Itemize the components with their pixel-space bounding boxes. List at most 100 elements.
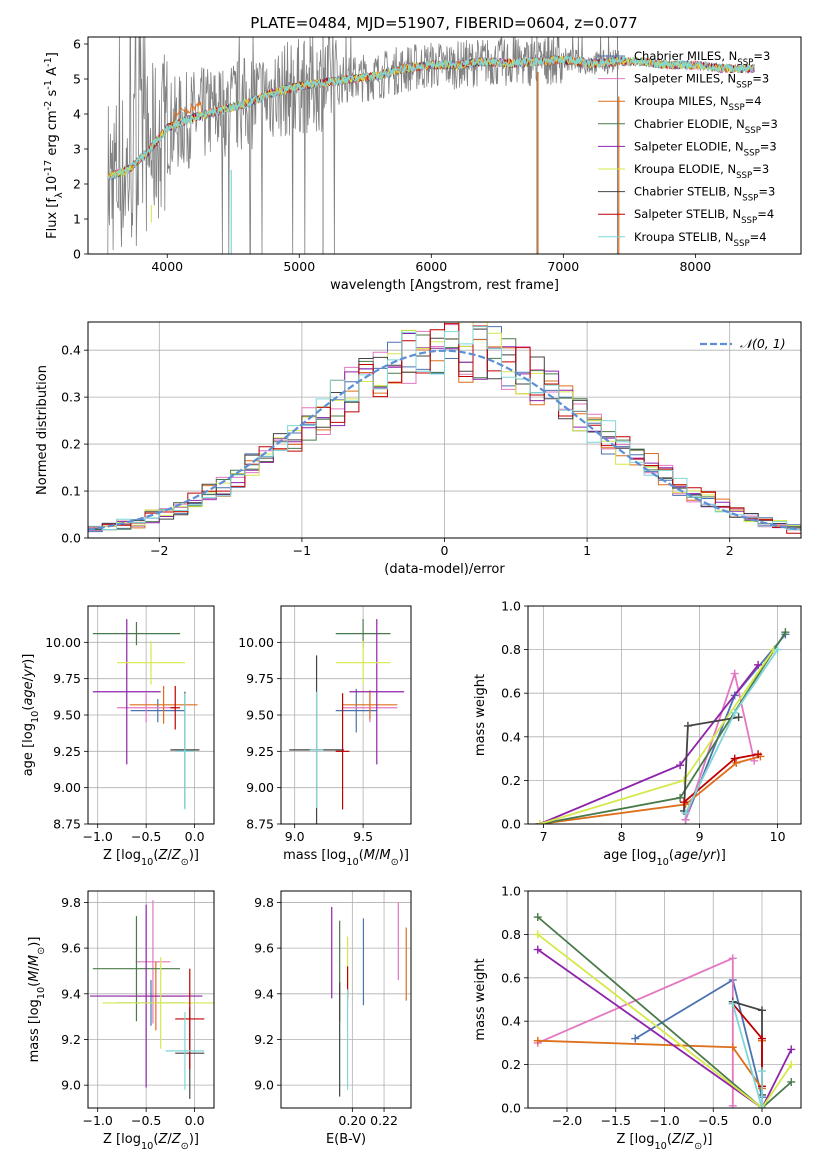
weight-marker [758,1067,766,1076]
x-tick-label: 8 [618,829,626,844]
weight-marker [676,793,685,802]
panel-age-vs-metallicity: −1.0 −0.5 0.0 8.75 9.00 9.25 9.50 9.75 10.00 Z [l… [21,605,215,868]
y-axis-label: Normed distribution [35,365,50,495]
y-tick-label: 9.6 [61,941,81,956]
y-tick-label: 0.0 [61,531,81,546]
plot-area [92,619,200,810]
y-tick-label: 9.4 [61,986,81,1001]
histogram-4 [88,333,801,531]
y-tick-label: 10.00 [238,635,274,650]
y-tick-label: 1.0 [501,599,521,614]
weight-marker [730,754,739,763]
y-tick-label: 0.8 [501,927,521,942]
plot-area [289,619,405,824]
legend-label: Chabrier MILES, NSSP=3 [634,49,770,68]
legend-label: 𝒩(0, 1) [740,336,786,351]
y-tick-label: 0.0 [501,817,521,832]
panel-mass-vs-ebv: 0.20 0.22 9.0 9.2 9.4 9.6 9.8 E(B-V) [254,890,412,1147]
y-tick-label: 0.0 [501,1101,521,1116]
x-tick-label: −0.5 [698,1113,728,1128]
y-tick-label: 0.3 [61,390,81,405]
legend-label: Kroupa MILES, NSSP=4 [634,94,762,113]
panel-histogram: −2 −1 0 1 2 0.0 0.1 0.2 0.3 0.4 (data-model)/error… [35,321,802,577]
weight-marker [787,1045,796,1054]
x-tick-label: 2 [726,543,734,558]
x-tick-label: −1.0 [649,1113,679,1128]
weight-marker [680,798,688,807]
weight-marker [728,954,737,963]
legend-label: Salpeter STELIB, NSSP=4 [634,207,774,226]
x-tick-label: 9 [696,829,704,844]
plot-area [107,37,755,254]
histogram-1 [88,324,801,531]
y-tick-label: 8.75 [246,817,274,832]
weight-line-3 [539,631,787,824]
y-tick-label: 0.4 [501,729,521,744]
weight-line-5 [537,933,793,1108]
weight-line-8 [731,1003,763,1108]
axes-frame [527,890,802,1109]
y-tick-label: 9.6 [254,941,274,956]
y-tick-label: 0.2 [501,1057,521,1072]
weight-marker [683,721,692,730]
plot-area [88,322,801,534]
x-axis-label: Z [log10(Z/Z⊙)] [617,1132,713,1152]
legend-label: Chabrier ELODIE, NSSP=3 [634,117,778,136]
weight-marker [754,750,763,759]
x-tick-label: 8000 [679,259,711,274]
y-tick-label: 0.4 [501,1014,521,1029]
x-tick-label: −1.0 [83,1113,113,1128]
weight-marker [758,1034,766,1043]
panel-mass-weight-vs-metallicity: −2.0 −1.5 −1.0 −0.5 0.0 0.0 0.2 0.4 0.6 0.8 1.0 Z [… [473,884,802,1152]
x-tick-label: 7 [540,829,548,844]
x-tick-label: 4000 [151,259,183,274]
weight-line-4 [539,664,759,824]
weight-marker [680,776,688,785]
x-tick-label: 0.22 [370,1113,398,1128]
x-tick-label: 0.0 [185,1113,205,1128]
x-axis-label: age [log10(age/yr)] [603,848,726,868]
y-tick-label: 9.50 [53,708,81,723]
weight-marker [728,1101,737,1108]
weight-marker [533,945,542,954]
model-spectrum-5 [107,55,755,178]
y-tick-label: 2 [73,177,81,192]
x-tick-label: −2 [150,543,168,558]
x-tick-label: 0.0 [752,1113,772,1128]
y-tick-label: 9.4 [254,986,274,1001]
panel-line: 4000 5000 6000 7000 8000 0 1 2 3 4 5 6 wavelength [A… [43,36,802,293]
y-tick-label: 0.6 [501,686,521,701]
x-tick-label: −1.5 [601,1113,631,1128]
weight-marker [533,930,542,939]
weight-marker [734,713,743,722]
y-tick-label: 0.6 [501,970,521,985]
axes-frame [87,36,802,255]
y-tick-label: 0.8 [501,642,521,657]
y-axis-label: mass [log10(M/M⊙)] [27,937,47,1063]
weight-marker [781,628,790,637]
y-tick-label: 9.2 [61,1032,81,1047]
weight-marker [631,1034,640,1043]
weight-marker [773,645,782,654]
weight-marker [787,1060,796,1069]
weight-line-3 [537,916,792,1108]
x-tick-label: −0.5 [131,829,161,844]
y-tick-label: 9.0 [61,1078,81,1093]
weight-marker [730,708,739,717]
y-tick-label: 9.25 [246,744,274,759]
figure-title: PLATE=0484, MJD=51907, FIBERID=0604, z=0… [250,14,637,32]
x-tick-label: −1 [293,543,311,558]
y-tick-label: 0.1 [61,484,81,499]
x-axis-label: Z [log10(Z/Z⊙)] [103,848,199,868]
panel-age-vs-mass: 9.0 9.5 8.75 9.00 9.25 9.50 9.75 10.00 mass [log… [238,605,412,868]
legend-label: Chabrier STELIB, NSSP=3 [634,185,775,204]
y-tick-label: 3 [73,142,81,157]
legend: Chabrier MILES, NSSP=3 Salpeter MILES, NS… [598,49,778,249]
weight-marker [533,1036,542,1045]
histogram-7 [88,323,801,534]
y-tick-label: 0.4 [61,343,81,358]
plot-area [331,902,407,1097]
weight-marker [758,1006,766,1015]
x-tick-label: 9.5 [353,829,373,844]
